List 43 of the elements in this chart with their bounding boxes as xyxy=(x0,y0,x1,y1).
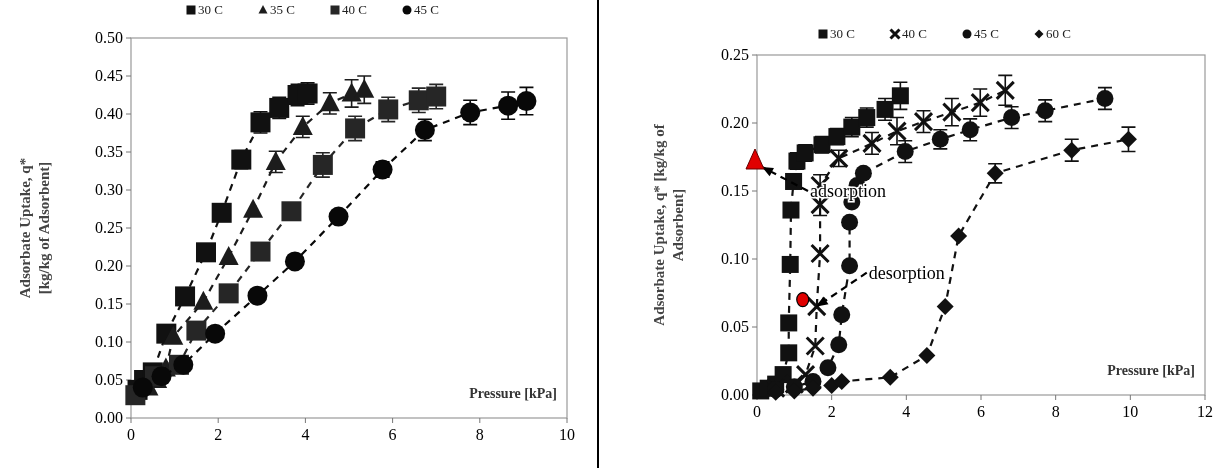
x-tick-label: 0 xyxy=(753,403,761,420)
y-tick-label: 0.15 xyxy=(721,182,749,199)
y-tick-label: 0.00 xyxy=(721,386,749,403)
y-tick-label: 0.35 xyxy=(95,143,123,160)
legend-label: 40 C xyxy=(902,26,927,41)
x-axis-title: Pressure [kPa] xyxy=(469,386,557,401)
legend-label: 35 C xyxy=(270,2,295,17)
x-tick-label: 10 xyxy=(1122,403,1139,420)
y-tick-label: 0.00 xyxy=(95,409,123,426)
y-tick-label: 0.05 xyxy=(721,318,749,335)
legend-label: 60 C xyxy=(1046,26,1071,41)
y-tick-label: 0.05 xyxy=(95,371,123,388)
legend-label: 45 C xyxy=(414,2,439,17)
legend-label: 45 C xyxy=(974,26,999,41)
x-tick-label: 2 xyxy=(827,403,836,420)
annotation: desorption xyxy=(868,262,945,283)
y-tick-label: 0.20 xyxy=(721,114,749,131)
legend-label: 30 C xyxy=(198,2,223,17)
y-tick-label: 0.25 xyxy=(95,219,123,236)
x-tick-label: 2 xyxy=(214,426,223,443)
x-tick-label: 4 xyxy=(902,403,911,420)
x-tick-label: 6 xyxy=(388,426,397,443)
y-tick-label: 0.30 xyxy=(95,181,123,198)
y-tick-label: 0.15 xyxy=(95,295,123,312)
y-tick-label: 0.25 xyxy=(721,46,749,63)
legend-label: 40 C xyxy=(342,2,367,17)
x-tick-label: 0 xyxy=(127,426,135,443)
y-axis-title: Adsorbate Uptake, q* [kg/kg of Adsorbent] xyxy=(17,157,52,299)
y-tick-label: 0.50 xyxy=(95,29,123,46)
x-axis-title: Pressure [kPa] xyxy=(1107,363,1195,378)
y-axis-title: Adsorbate Uptake, q* [kg/kg of Adsorbent] xyxy=(651,123,686,326)
y-tick-label: 0.40 xyxy=(95,105,123,122)
x-tick-label: 6 xyxy=(977,403,985,420)
x-tick-label: 8 xyxy=(475,426,484,443)
x-tick-label: 12 xyxy=(1197,403,1213,420)
y-tick-label: 0.20 xyxy=(95,257,123,274)
legend-label: 30 C xyxy=(830,26,855,41)
x-tick-label: 10 xyxy=(559,426,575,443)
x-tick-label: 8 xyxy=(1051,403,1060,420)
y-tick-label: 0.45 xyxy=(95,67,123,84)
x-tick-label: 4 xyxy=(301,426,310,443)
y-tick-label: 0.10 xyxy=(95,333,123,350)
y-tick-label: 0.10 xyxy=(721,250,749,267)
